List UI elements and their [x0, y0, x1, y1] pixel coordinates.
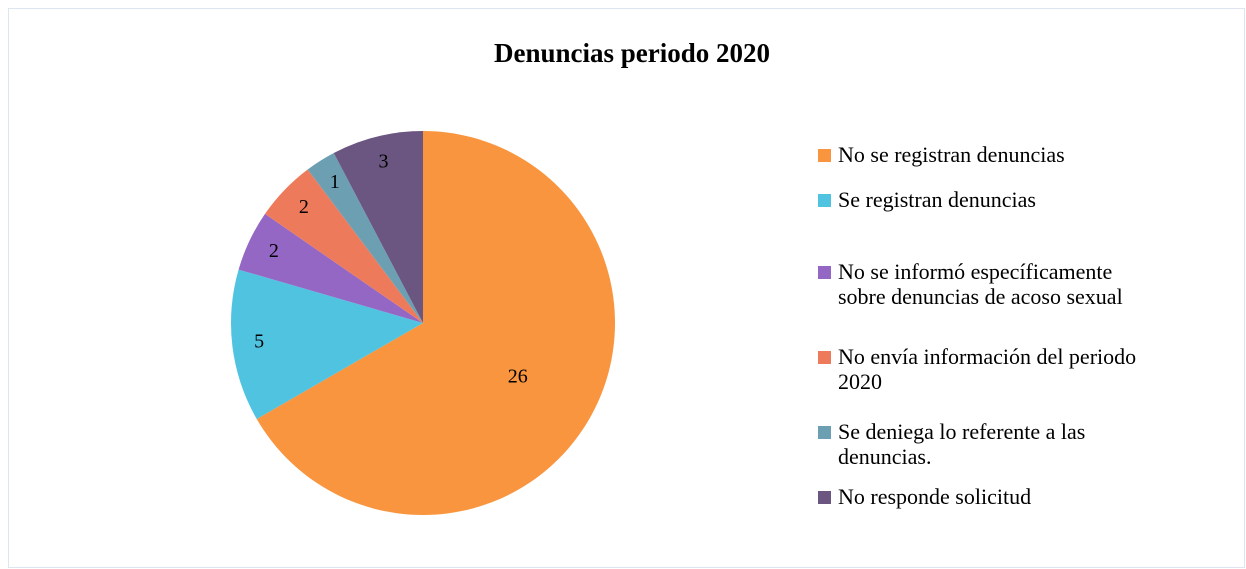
legend-label: No se registran denuncias	[838, 142, 1065, 167]
legend-item: No responde solicitud	[818, 484, 1156, 509]
legend-swatch	[818, 351, 831, 364]
legend-swatch	[818, 491, 831, 504]
legend-item: No envía información del periodo 2020	[818, 344, 1156, 394]
pie-slice	[264, 169, 423, 323]
chart-border	[8, 8, 1245, 568]
chart-title: Denuncias periodo 2020	[494, 38, 770, 68]
legend-label: No se informó específicamente sobre denu…	[838, 259, 1123, 309]
legend-item: Se registran denuncias	[818, 187, 1156, 212]
pie-slice	[256, 131, 615, 515]
data-label: 1	[330, 171, 340, 193]
legend-label: Se registran denuncias	[838, 187, 1036, 212]
legend-item: Se deniega lo referente a las denuncias.	[818, 419, 1156, 469]
legend-swatch	[818, 266, 831, 279]
data-label: 5	[254, 330, 264, 352]
pie-slice	[230, 269, 423, 419]
legend-swatch	[818, 149, 831, 162]
legend-label: Se deniega lo referente a las denuncias.	[838, 419, 1086, 469]
pie-slice	[307, 152, 423, 323]
legend-swatch	[818, 194, 831, 207]
data-label: 26	[508, 365, 528, 387]
legend-label: No responde solicitud	[838, 484, 1032, 509]
legend-swatch	[818, 426, 831, 439]
legend-item: No se registran denuncias	[818, 142, 1156, 167]
data-label: 3	[378, 150, 388, 172]
data-label: 2	[299, 196, 309, 218]
legend-label: No envía información del periodo 2020	[838, 344, 1137, 394]
data-label: 2	[269, 240, 279, 262]
legend-item: No se informó específicamente sobre denu…	[818, 259, 1156, 309]
pie-slice	[333, 131, 423, 323]
pie-slice	[238, 213, 423, 323]
